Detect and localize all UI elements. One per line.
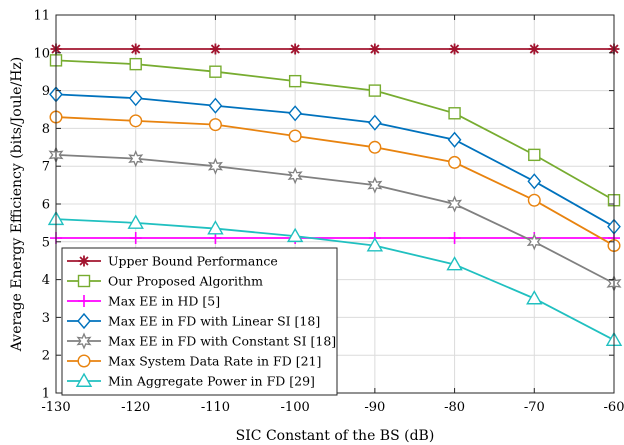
- data-point: [207, 220, 224, 235]
- data-point: [528, 148, 541, 162]
- data-point: [448, 232, 461, 245]
- legend-label: Max EE in FD with Linear SI [18]: [108, 314, 320, 329]
- legend-item: Max System Data Rate in FD [21]: [67, 354, 321, 369]
- legend-marker: [77, 312, 91, 330]
- y-tick-label: 9: [42, 84, 50, 99]
- y-tick-label: 7: [42, 160, 50, 175]
- data-point: [367, 114, 382, 131]
- data-point: [446, 256, 463, 271]
- x-tick-label: -100: [281, 400, 310, 415]
- legend-item: Our Proposed Algorithm: [67, 274, 263, 289]
- data-point: [288, 129, 302, 143]
- legend-item: Max EE in FD with Linear SI [18]: [67, 312, 320, 330]
- x-tick-label: -60: [604, 400, 624, 415]
- data-point: [208, 118, 222, 132]
- y-tick-label: 6: [42, 198, 50, 213]
- legend-marker: [78, 295, 90, 307]
- data-point: [209, 43, 221, 55]
- x-tick-label: -80: [444, 400, 465, 415]
- y-tick-label: 8: [42, 122, 50, 137]
- data-point: [526, 233, 542, 251]
- y-tick-label: 5: [42, 235, 50, 250]
- data-point: [368, 84, 382, 97]
- legend-marker: [75, 372, 93, 387]
- data-point: [368, 140, 382, 154]
- data-point: [130, 43, 142, 55]
- series-line: [55, 93, 615, 228]
- data-point: [447, 131, 462, 148]
- legend-label: Max System Data Rate in FD [21]: [108, 354, 321, 369]
- legend-marker: [78, 255, 90, 267]
- data-point: [449, 43, 461, 55]
- legend-item: Upper Bound Performance: [67, 254, 278, 269]
- legend-marker: [77, 274, 91, 288]
- data-point: [128, 90, 143, 107]
- data-point: [208, 97, 223, 114]
- x-axis-label: SIC Constant of the BS (dB): [236, 428, 435, 444]
- y-axis-label: Average Energy Efficiency (bits/Joule/Hz…: [9, 57, 25, 353]
- x-tick-label: -130: [41, 400, 70, 415]
- legend-box: [61, 247, 338, 396]
- data-point: [448, 107, 461, 120]
- series-line: [55, 116, 615, 247]
- legend-label: Upper Bound Performance: [108, 254, 278, 269]
- series-line: [55, 153, 615, 285]
- legend-item: Max EE in FD with Constant SI [18]: [67, 332, 336, 350]
- series-3: [49, 86, 621, 235]
- series-line: [55, 218, 615, 341]
- y-tick-label: 1: [42, 387, 50, 402]
- y-tick-label: 10: [33, 46, 50, 61]
- data-point: [527, 173, 542, 190]
- y-tick-label: 11: [33, 9, 50, 24]
- series-6: [47, 210, 623, 347]
- legend-label: Max EE in FD with Constant SI [18]: [108, 334, 336, 349]
- data-point: [289, 43, 301, 55]
- series-line: [55, 59, 615, 202]
- data-point: [127, 214, 144, 229]
- data-point: [207, 157, 223, 175]
- legend-label: Max EE in HD [5]: [108, 294, 220, 309]
- legend-item: Max EE in HD [5]: [67, 294, 220, 309]
- x-tick-label: -110: [201, 400, 230, 415]
- data-point: [288, 105, 303, 122]
- y-tick-label: 2: [42, 349, 50, 364]
- data-point: [288, 74, 302, 88]
- x-tick-label: -120: [121, 400, 150, 415]
- data-point: [448, 155, 462, 169]
- legend-label: Our Proposed Algorithm: [108, 274, 263, 289]
- data-point: [209, 65, 222, 78]
- legend: Upper Bound Performance Our Proposed Algo…: [61, 247, 338, 396]
- x-tick-label: -90: [364, 400, 385, 415]
- data-point: [526, 290, 543, 305]
- axis-ticks: -130 -120 -110 -100 -90 -80 -70 -60 1 2 3 4 5 6 7 8 9 10 1…: [33, 9, 624, 416]
- legend-marker: [76, 332, 92, 350]
- data-point: [287, 166, 303, 185]
- legend-label: Min Aggregate Power in FD [29]: [108, 374, 315, 389]
- y-tick-label: 3: [42, 311, 50, 326]
- data-point: [129, 57, 142, 71]
- legend-marker: [77, 354, 91, 368]
- x-tick-label: -70: [524, 400, 545, 415]
- legend-item: Min Aggregate Power in FD [29]: [67, 372, 315, 389]
- data-point: [129, 232, 142, 245]
- data-point: [128, 149, 144, 168]
- data-point: [447, 195, 463, 213]
- data-point: [369, 43, 381, 55]
- data-point: [286, 227, 304, 243]
- data-point: [129, 114, 143, 128]
- data-point: [366, 237, 384, 252]
- data-point: [528, 43, 540, 55]
- data-point: [367, 176, 383, 194]
- y-tick-label: 4: [42, 273, 50, 288]
- data-point: [527, 193, 541, 207]
